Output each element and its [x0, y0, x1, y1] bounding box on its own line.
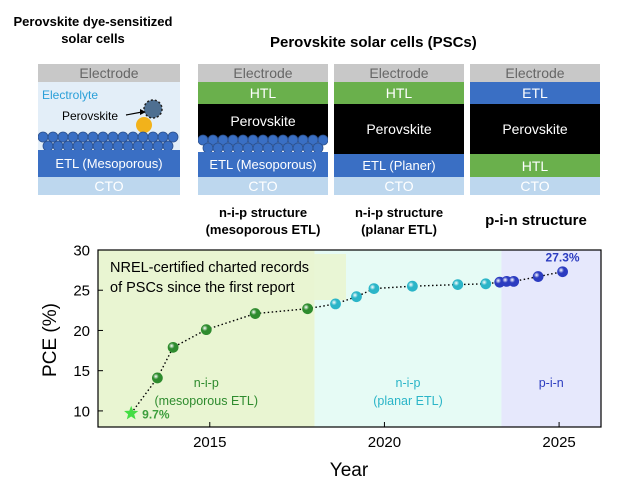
nip-meso-caption-line1: n-i-p structure [218, 205, 308, 220]
pin-perovskite-layer: Perovskite [470, 104, 600, 154]
dssc-cto-layer: CTO [38, 177, 180, 195]
nip-meso-cto-label: CTO [248, 178, 278, 194]
region-sublabel-0: (mesoporous ETL) [155, 394, 259, 408]
x-tick-label-1: 2020 [368, 434, 401, 451]
region-label-1: n-i-p [396, 376, 421, 390]
pin-cto-layer: CTO [470, 177, 600, 195]
plot-frame [97, 249, 602, 428]
dssc-stack: Electrode Electrolyte Perovskite ETL (Me… [38, 64, 180, 195]
data-point-star-0 [124, 405, 139, 420]
pin-htl-label: HTL [521, 157, 549, 174]
nip-planar-electrode-layer: Electrode [334, 64, 464, 82]
data-point-s1-0 [151, 372, 163, 384]
dssc-title: Perovskite dye-sensitized solar cells [13, 14, 173, 46]
y-axis-title: PCE (%) [40, 303, 61, 377]
nip-meso-etl-label: ETL (Mesoporous) [209, 157, 317, 172]
nip-meso-caption-line2: (mesoporous ETL) [205, 222, 321, 237]
nip-planar-etl-label: ETL (Planer) [362, 158, 436, 173]
nip-planar-cto-layer: CTO [334, 177, 464, 195]
data-label-1: 27.3% [546, 251, 580, 265]
pin-cto-label: CTO [520, 178, 550, 194]
annotation-line2: of PSCs since the first report [110, 280, 295, 296]
nip-planar-caption-line1: n-i-p structure [354, 205, 444, 220]
data-point-s2-2 [368, 283, 380, 295]
nip-meso-electrode-layer: Electrode [198, 64, 328, 82]
nip-meso-htl-label: HTL [249, 85, 277, 101]
pin-perovskite-label: Perovskite [502, 121, 568, 137]
pin-etl-layer: ETL [470, 82, 600, 104]
dssc-etl-layer: ETL (Mesoporous) [38, 150, 180, 177]
region-label-2: p-i-n [539, 376, 564, 390]
x-axis-title: Year [330, 460, 369, 481]
annotation-box [106, 254, 346, 300]
nip-meso-electrode-label: Electrode [233, 65, 293, 81]
pin-etl-label: ETL [522, 85, 548, 101]
y-tick-label-1: 15 [73, 363, 90, 380]
dssc-perovskite-label: Perovskite [62, 109, 119, 123]
data-point-s1-3 [249, 308, 261, 319]
nip-planar-stack: Electrode HTL Perovskite ETL (Planer) CT… [334, 64, 464, 195]
data-point-s1-2 [200, 324, 212, 336]
data-point-s2-3 [406, 280, 418, 292]
nip-planar-perovskite-layer: Perovskite [334, 104, 464, 154]
nip-planar-htl-layer: HTL [334, 82, 464, 104]
nip-meso-perovskite-layer: Perovskite [198, 104, 328, 138]
x-tick-label-0: 2015 [193, 434, 226, 451]
dssc-electrode-label: Electrode [79, 65, 139, 81]
nip-planar-caption-line2: (planar ETL) [361, 222, 437, 237]
data-point-s2-1 [351, 291, 362, 303]
nip-meso-beads [198, 134, 328, 154]
pin-electrode-label: Electrode [505, 65, 565, 81]
nip-meso-caption: n-i-p structure (mesoporous ETL) [188, 204, 338, 238]
nip-planar-cto-label: CTO [384, 178, 414, 194]
nip-planar-caption: n-i-p structure (planar ETL) [326, 204, 472, 238]
pin-stack: Electrode ETL Perovskite HTL CTO [470, 64, 600, 195]
nip-meso-stack: Electrode HTL Perovskite ETL (Mesoporous… [198, 64, 328, 195]
psc-title: Perovskite solar cells (PSCs) [270, 34, 477, 51]
nip-meso-htl-layer: HTL [198, 82, 328, 104]
nip-planar-perovskite-label: Perovskite [366, 121, 432, 137]
nip-planar-electrode-label: Electrode [369, 65, 429, 81]
nip-planar-htl-label: HTL [385, 85, 413, 101]
data-point-s2-5 [480, 278, 492, 290]
dssc-electrode-layer: Electrode [38, 64, 180, 82]
dssc-particles [38, 99, 179, 152]
pin-electrode-layer: Electrode [470, 64, 600, 82]
dye-particle-icon [136, 99, 163, 133]
data-point-s3-2 [508, 275, 520, 287]
region-band-2 [501, 250, 601, 427]
nip-meso-etl-layer: ETL (Mesoporous) [198, 152, 328, 177]
y-tick-label-4: 30 [73, 243, 90, 260]
y-tick-label-0: 10 [73, 403, 90, 420]
data-point-s3-3 [532, 271, 544, 282]
nip-meso-perovskite-label: Perovskite [230, 113, 296, 129]
nip-meso-cto-layer: CTO [198, 177, 328, 195]
dssc-etl-label: ETL (Mesoporous) [55, 156, 163, 171]
pin-caption: p-i-n structure [485, 212, 587, 229]
data-point-s1-4 [302, 303, 313, 315]
annotation-line1: NREL-certified charted records [110, 260, 309, 276]
data-label-0: 9.7% [142, 407, 170, 421]
region-label-0: n-i-p [194, 376, 219, 390]
data-point-s1-1 [167, 341, 179, 353]
pin-htl-layer: HTL [470, 154, 600, 177]
y-tick-label-2: 20 [73, 323, 90, 340]
dssc-cto-label: CTO [94, 178, 124, 194]
data-point-s3-4 [557, 266, 568, 278]
region-sublabel-1: (planar ETL) [373, 394, 442, 408]
x-tick-label-2: 2025 [542, 434, 575, 451]
data-point-s2-4 [452, 279, 464, 290]
data-point-s2-0 [330, 298, 341, 310]
nip-planar-etl-layer: ETL (Planer) [334, 154, 464, 177]
y-tick-label-3: 25 [73, 283, 90, 300]
dssc-electrolyte-label: Electrolyte [42, 88, 99, 102]
